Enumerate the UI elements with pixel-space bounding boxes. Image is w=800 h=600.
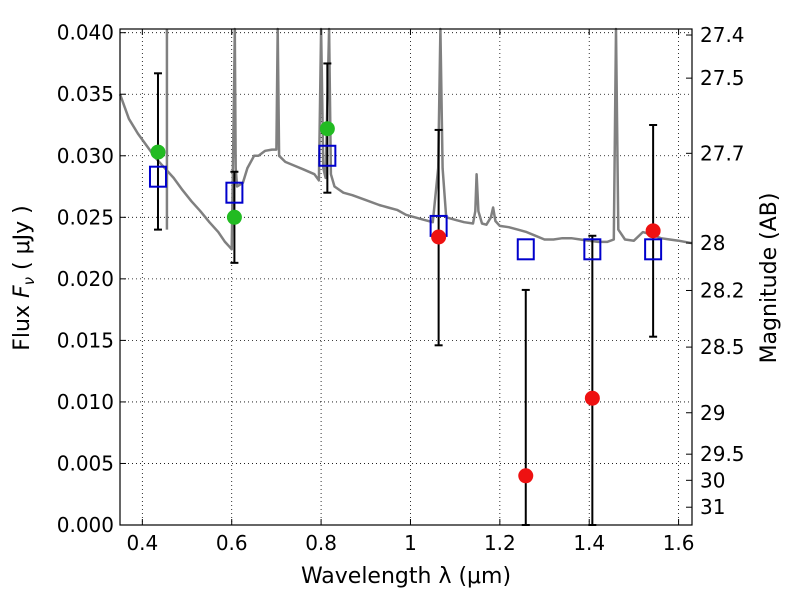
magnitude-tick-label: 28.2 [700, 278, 745, 302]
y-tick-label: 0.025 [57, 205, 114, 229]
model-point [225, 181, 244, 204]
magnitude-tick-label: 27.5 [700, 66, 745, 90]
y-tick-label: 0.010 [57, 390, 114, 414]
magnitude-tick-labels: 27.4 27.5 27.7 28 28.2 28.5 29 29.530 31 [700, 23, 745, 519]
tick-layer [120, 29, 692, 526]
model-point [583, 238, 602, 261]
x-tick-label: 1.6 [663, 531, 695, 555]
upper-limit-point [645, 223, 661, 239]
x-tick-label: 0.6 [216, 531, 248, 555]
detected-point [150, 144, 166, 160]
y-tick-label: 0.030 [57, 144, 114, 168]
x-tick-label: 0.4 [126, 531, 158, 555]
magnitude-tick-label: 28.5 [700, 335, 745, 359]
x-tick-labels: 0.4 0.6 0.8 1 1.2 1.4 1.6 [126, 531, 694, 555]
y-tick-label: 0.020 [57, 267, 114, 291]
magnitude-tick-label: 27.4 [700, 23, 745, 47]
magnitude-tick-label: 30 [700, 468, 725, 492]
upper-limit-point [584, 390, 600, 406]
magnitude-tick-label: 27.7 [700, 141, 745, 165]
y-tick-label: 0.040 [57, 21, 114, 45]
x-tick-label: 1 [404, 531, 417, 555]
model-point [148, 165, 167, 188]
x-axis-title: Wavelength λ (μm) [301, 564, 511, 589]
magnitude-tick-label: 29.5 [700, 442, 745, 466]
y-tick-label: 0.005 [57, 451, 114, 475]
model-point [318, 144, 337, 167]
x-tick-label: 0.8 [305, 531, 337, 555]
y-tick-label: 0.015 [57, 328, 114, 352]
upper-limit-point [518, 468, 534, 484]
model-point [516, 238, 535, 261]
magnitude-tick-label: 31 [700, 495, 725, 519]
x-tick-label: 1.4 [573, 531, 605, 555]
upper-limit-point [431, 229, 447, 245]
y-axis-title: Flux Fν ( μJy ) [10, 205, 38, 350]
y-tick-label: 0.000 [57, 513, 114, 537]
magnitude-axis-title: Magnitude (AB) [757, 193, 782, 364]
y-tick-labels: 0.000 0.005 0.010 0.015 0.020 0.025 0.030 0.035… [57, 21, 114, 537]
magnitude-tick-label: 29 [700, 401, 725, 425]
detected-point [319, 121, 335, 137]
detected-point [226, 209, 242, 225]
point-layer [150, 121, 661, 484]
y-tick-label: 0.035 [57, 82, 114, 106]
plot-frame [119, 28, 693, 526]
x-tick-label: 1.2 [484, 531, 516, 555]
magnitude-tick-label: 28 [700, 231, 725, 255]
model-point [644, 238, 663, 261]
